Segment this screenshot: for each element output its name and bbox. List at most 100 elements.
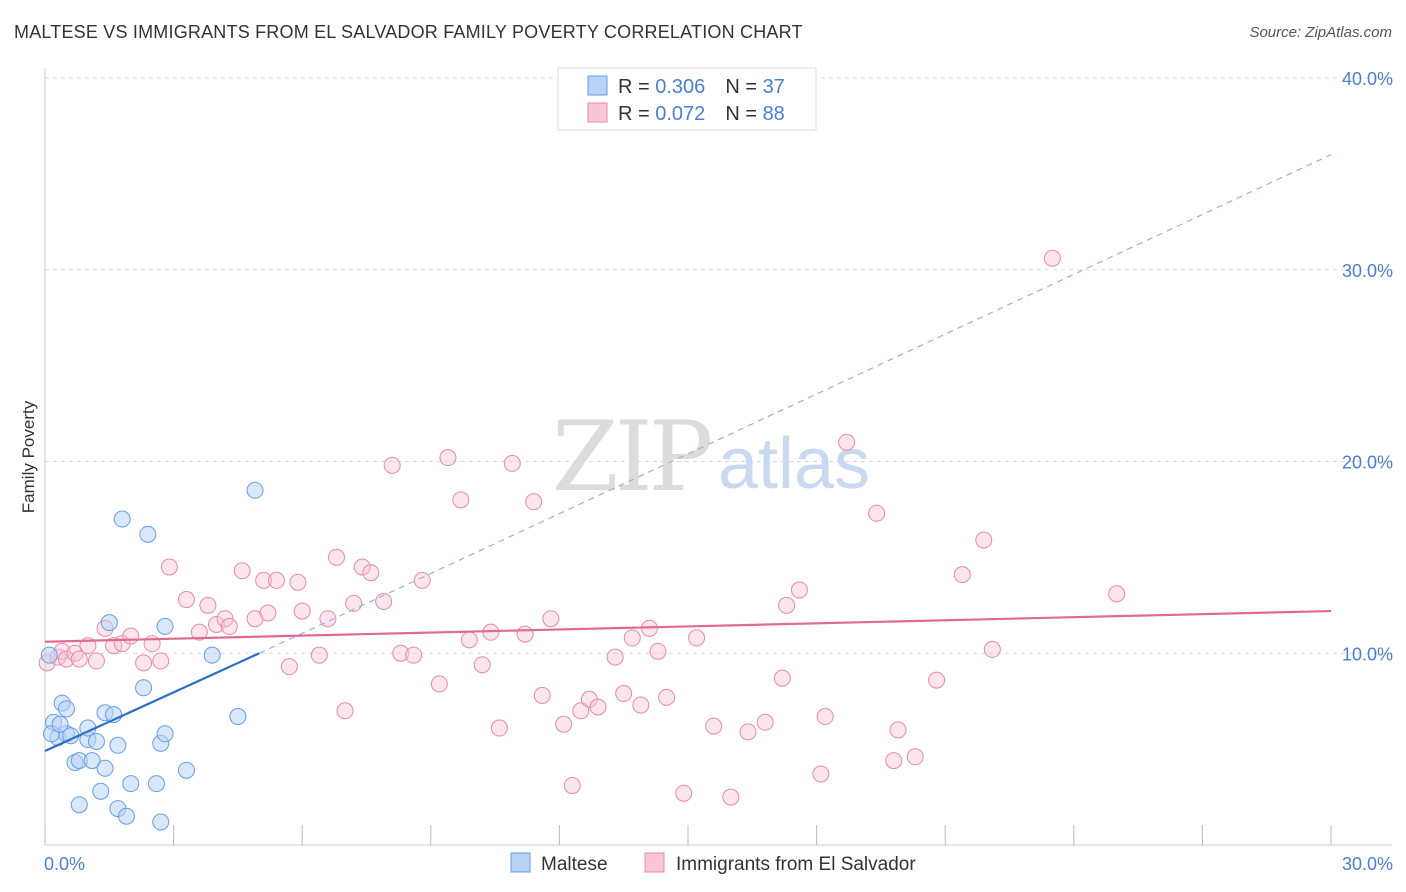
data-point-salvador [1043, 249, 1061, 267]
data-point-salvador [525, 493, 543, 511]
data-point-salvador [383, 456, 401, 474]
data-point-salvador [889, 721, 907, 739]
x-tick-label: 30.0% [1342, 854, 1393, 874]
watermark-zip: ZIP [552, 401, 711, 513]
bottom-legend-maltese: Maltese [541, 854, 608, 875]
series-salvador-points [38, 249, 1126, 806]
data-point-salvador [649, 642, 667, 660]
data-point-salvador [816, 708, 834, 726]
data-point-salvador [490, 719, 508, 737]
data-point-maltese [92, 782, 110, 800]
y-tick-label: 30.0% [1342, 261, 1393, 281]
data-point-salvador [405, 646, 423, 664]
data-point-salvador [589, 698, 607, 716]
data-point-maltese [156, 725, 174, 743]
data-point-salvador [838, 433, 856, 451]
bottom-legend-swatch-maltese [510, 852, 531, 873]
bottom-legend-salvador: Immigrants from El Salvador [676, 854, 916, 875]
data-point-salvador [160, 558, 178, 576]
data-point-salvador [87, 652, 105, 670]
data-point-salvador [722, 788, 740, 806]
data-point-salvador [122, 627, 140, 645]
legend-r-value: 0.072 [655, 103, 705, 125]
data-point-salvador [563, 777, 581, 795]
trend-lines [44, 154, 1332, 753]
data-point-maltese [70, 796, 88, 814]
data-point-salvador [105, 637, 123, 655]
data-point-salvador [778, 596, 796, 614]
data-point-salvador [688, 629, 706, 647]
data-point-salvador [293, 602, 311, 620]
data-point-maltese [57, 700, 75, 718]
y-axis-title: Family Poverty [19, 400, 38, 513]
legend-swatch-maltese [587, 75, 608, 96]
data-point-salvador [906, 748, 924, 766]
data-point-maltese [203, 646, 221, 664]
x-tick-labels: 0.0% 30.0% [44, 854, 1393, 874]
data-point-maltese [87, 732, 105, 750]
data-point-maltese [40, 646, 58, 664]
data-point-salvador [135, 654, 153, 672]
data-point-maltese [135, 679, 153, 697]
trend-line-salvador [44, 609, 1332, 643]
data-point-salvador [57, 650, 75, 668]
axes [44, 68, 1392, 846]
data-point-maltese [83, 752, 101, 770]
y-tick-label: 20.0% [1342, 453, 1393, 473]
data-point-salvador [199, 596, 217, 614]
data-point-salvador [362, 564, 380, 582]
legend: R = 0.306 N = 37 R = 0.072 N = 88 [557, 67, 817, 131]
data-point-salvador [280, 658, 298, 676]
data-point-salvador [885, 752, 903, 770]
data-point-maltese [113, 510, 131, 528]
data-point-salvador [327, 548, 345, 566]
data-point-maltese [122, 775, 140, 793]
data-point-salvador [190, 623, 208, 641]
legend-row-maltese: R = 0.306 N = 37 [618, 76, 785, 98]
legend-r-label: R = [618, 103, 655, 125]
data-point-salvador [460, 631, 478, 649]
legend-swatch-salvador [587, 102, 608, 123]
chart-title: MALTESE VS IMMIGRANTS FROM EL SALVADOR F… [14, 22, 803, 42]
data-point-salvador [790, 581, 808, 599]
data-point-salvador [572, 702, 590, 720]
x-tick-label: 0.0% [44, 854, 85, 874]
data-point-salvador [70, 650, 88, 668]
data-point-salvador [353, 558, 371, 576]
data-point-salvador [503, 454, 521, 472]
legend-n-label: N = [725, 76, 762, 98]
trend-line-maltese [44, 652, 260, 753]
data-point-maltese [139, 525, 157, 543]
data-point-salvador [392, 644, 410, 662]
data-point-salvador [430, 675, 448, 693]
trend-line-maltese-extended [259, 154, 1332, 654]
data-point-salvador [953, 566, 971, 584]
data-point-salvador [975, 531, 993, 549]
data-point-salvador [983, 640, 1001, 658]
data-point-salvador [473, 656, 491, 674]
data-point-salvador [868, 504, 886, 522]
data-point-maltese [100, 614, 118, 632]
data-point-salvador [555, 715, 573, 733]
legend-n-value: 88 [763, 103, 785, 125]
data-point-salvador [658, 688, 676, 706]
data-point-salvador [632, 696, 650, 714]
data-point-salvador [336, 702, 354, 720]
data-point-maltese [109, 736, 127, 754]
data-point-salvador [255, 571, 273, 589]
y-tick-label: 40.0% [1342, 69, 1393, 89]
data-point-salvador [739, 723, 757, 741]
watermark-atlas: atlas [718, 424, 870, 504]
data-point-salvador [606, 648, 624, 666]
legend-r-value: 0.306 [655, 76, 705, 98]
data-point-salvador [207, 615, 225, 633]
data-point-salvador [705, 717, 723, 735]
data-point-salvador [516, 625, 534, 643]
data-point-maltese [152, 813, 170, 831]
data-point-salvador [533, 686, 551, 704]
data-point-salvador [152, 652, 170, 670]
data-point-salvador [452, 491, 470, 509]
data-point-salvador [756, 713, 774, 731]
data-point-maltese [117, 807, 135, 825]
data-point-salvador [345, 594, 363, 612]
